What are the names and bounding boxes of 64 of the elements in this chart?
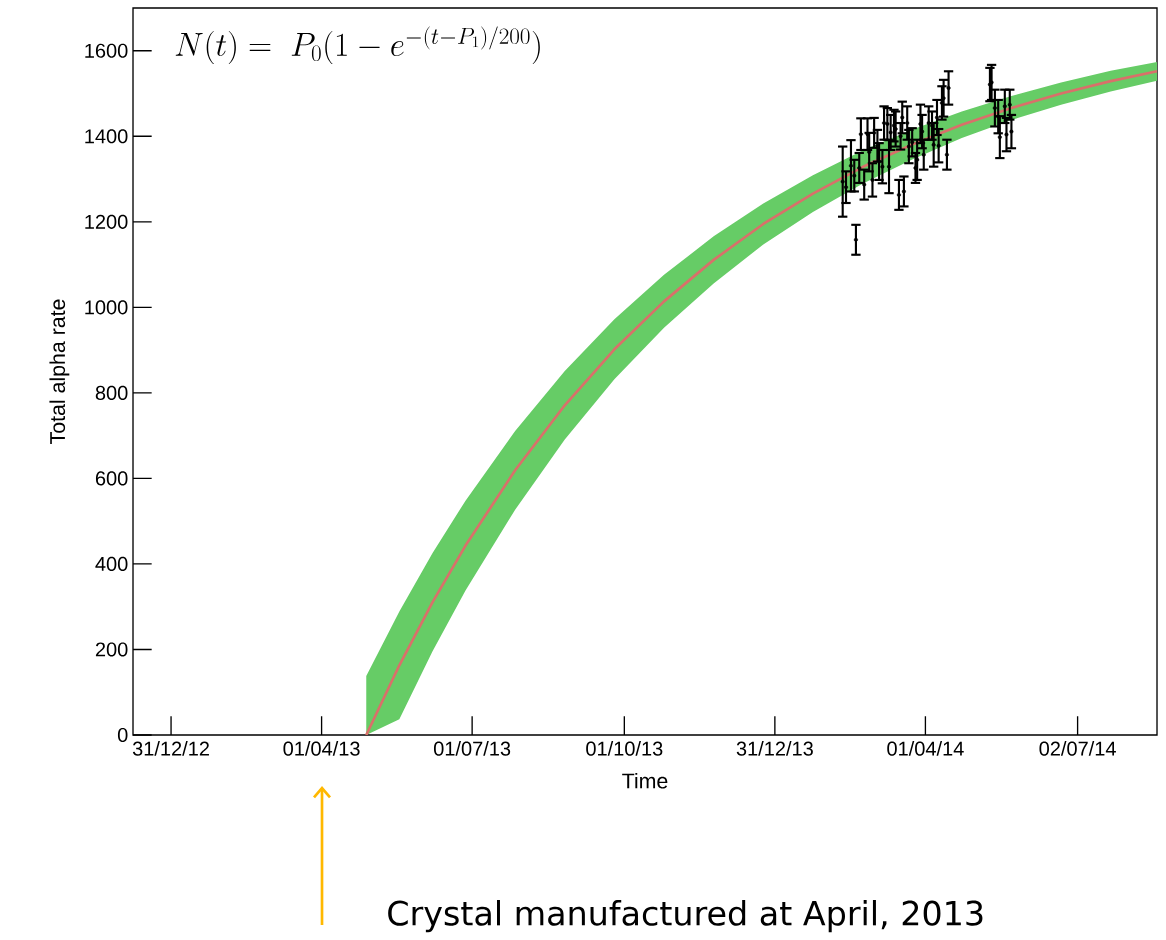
y-tick-label: 800: [95, 385, 128, 400]
x-tick-label: 31/12/13: [736, 741, 813, 756]
point: [1002, 104, 1007, 109]
annotation: $N(t) =\ P_0(1-e^{-(t-P_1)/200})$: [175, 26, 540, 65]
y-axis-title: Total alpha rate: [49, 299, 70, 444]
point: [1009, 129, 1014, 134]
y-tick-label: 400: [95, 556, 128, 572]
point: [844, 185, 849, 190]
point: [936, 143, 941, 148]
text: Crystal manufactured at April, 2013: [388, 900, 983, 933]
point: [858, 132, 863, 137]
point: [992, 106, 997, 111]
y-tick-label: 1400: [85, 129, 128, 144]
point: [862, 182, 867, 187]
point: [926, 121, 931, 126]
point: [857, 165, 862, 170]
point: [934, 115, 939, 120]
point: [882, 121, 887, 126]
point: [848, 163, 853, 168]
point: [930, 123, 935, 128]
y-tick-label: 1200: [85, 214, 128, 229]
x-tick-label: 01/07/13: [433, 741, 511, 756]
x-tick-label: 02/07/14: [1039, 741, 1116, 756]
point: [920, 129, 925, 134]
point: [887, 164, 892, 169]
y-tick-label: 200: [95, 642, 128, 657]
point: [896, 192, 901, 197]
point: [905, 121, 910, 126]
point: [913, 165, 918, 170]
point: [901, 189, 906, 194]
point: [931, 142, 936, 147]
point: [867, 150, 872, 155]
x-tick-label: 01/04/14: [887, 741, 964, 756]
point: [997, 135, 1002, 140]
x-tick-label: 31/12/12: [132, 741, 209, 756]
point: [906, 144, 911, 149]
point: [1007, 102, 1012, 107]
point: [944, 152, 949, 157]
y-tick-label: 1000: [85, 300, 128, 315]
point: [946, 85, 951, 90]
y-tick-label: 0: [117, 727, 128, 743]
point: [921, 152, 926, 157]
y-tick-label: 600: [95, 471, 128, 486]
point: [853, 237, 858, 242]
x-tick-label: 01/04/13: [283, 741, 360, 756]
point: [870, 177, 875, 182]
point: [996, 114, 1001, 119]
y-tick-label: 1600: [85, 43, 128, 58]
x-tick-label: 01/10/13: [586, 741, 663, 756]
point: [891, 123, 896, 128]
x-axis-title: Time: [622, 772, 668, 789]
point: [939, 100, 944, 105]
point: [877, 159, 882, 164]
point: [872, 130, 877, 135]
point: [888, 130, 893, 135]
point: [898, 134, 903, 139]
point: [915, 157, 920, 162]
point: [852, 173, 857, 178]
point: [880, 164, 885, 169]
point: [900, 115, 905, 120]
point: [1004, 132, 1009, 137]
point: [910, 140, 915, 145]
point: [865, 132, 870, 137]
point: [840, 179, 845, 184]
